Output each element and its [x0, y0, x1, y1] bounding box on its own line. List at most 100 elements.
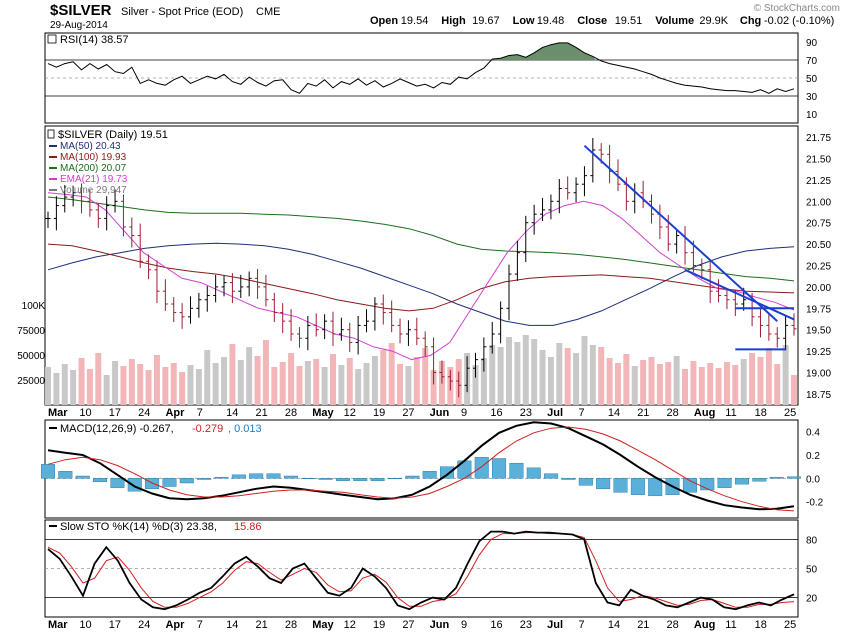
rsi-tick: 50 [806, 74, 818, 85]
price-tick-labels: 18.75 19.00 19.25 19.50 19.75 20.00 20.25 20.50… [806, 133, 831, 401]
macd-histogram [41, 457, 801, 497]
symbol-description: Silver - Spot Price (EOD) [121, 6, 243, 18]
trendline-annotations [583, 144, 795, 351]
volume-bar [430, 370, 437, 405]
macd-histogram-bar [214, 476, 229, 479]
macd-histogram-bar [700, 478, 715, 491]
volume-bar [589, 345, 596, 405]
volume-bar [698, 367, 705, 405]
symbol-title: $SILVER [50, 2, 112, 19]
trend-line [684, 268, 795, 321]
macd-line [47, 421, 795, 511]
sto-label-text: Slow STO %K(14) %D(3) 23.38, [60, 521, 217, 533]
volume-bar [153, 355, 160, 405]
ohlc-label: Chg [740, 15, 761, 27]
volume-bar [388, 343, 395, 405]
macd-histogram-bar [231, 474, 246, 479]
x-axis-label: 28 [285, 619, 297, 631]
macd-histogram-bar [630, 478, 645, 495]
volume-bar [774, 364, 781, 405]
x-axis-label: 11 [725, 619, 736, 631]
x-axis-label: 27 [402, 619, 414, 631]
volume-bar [338, 365, 345, 405]
volume-bar [682, 369, 689, 405]
legend-text: MA(200) 20.07 [60, 163, 127, 174]
macd-histogram-bar [526, 467, 541, 479]
macd-lines [47, 421, 795, 512]
macd-histogram-bar [41, 464, 55, 479]
volume-bar [371, 356, 378, 405]
x-axis-label: 10 [79, 619, 91, 631]
x-axis-label: 28 [667, 407, 679, 419]
volume-tick-labels: 25000 50000 75000 100K [17, 301, 45, 387]
macd-histogram-bar [179, 478, 194, 484]
macd-histogram-bar [58, 471, 73, 479]
sto-tick: 50 [806, 565, 818, 576]
macd-histogram-bar [734, 478, 749, 485]
sto-tick: 80 [806, 535, 818, 546]
macd-histogram-bar [93, 478, 108, 483]
x-axis-label: Aug [694, 619, 715, 631]
volume-bar [321, 367, 328, 405]
macd-histogram-bar [266, 473, 281, 479]
x-axis-label: 12 [344, 407, 356, 419]
macd-tick: 0.0 [806, 474, 820, 485]
rsi-panel: RSI(14) 38.57 10 30 50 70 90 [44, 32, 818, 124]
chart-date: 29-Aug-2014 [50, 20, 108, 31]
macd-panel-frame [44, 419, 799, 519]
legend-text: EMA(21) 19.73 [60, 174, 128, 185]
volume-tick: 75000 [17, 326, 45, 337]
x-axis-label: Aug [694, 407, 715, 419]
x-axis-label: Jun [430, 619, 450, 631]
price-tick: 19.00 [806, 368, 831, 379]
volume-tick: 25000 [17, 376, 45, 387]
ohlc-summary: Open 19.54 High 19.67 Low 19.48 Close 19.51 Volu… [370, 15, 834, 27]
volume-bar [598, 347, 605, 405]
ohlc-label: High [441, 15, 466, 27]
price-tick: 20.25 [806, 262, 831, 273]
volume-bar [497, 347, 504, 405]
volume-bar [614, 363, 621, 405]
volume-bar [288, 353, 295, 405]
volume-bar [640, 360, 647, 405]
rsi-tick-labels: 10 30 50 70 90 [806, 38, 818, 121]
price-tick: 21.25 [806, 176, 831, 187]
x-axis-label: 18 [755, 619, 767, 631]
volume-bar [187, 365, 194, 405]
rsi-grid [45, 59, 798, 97]
macd-panel: MACD(12,26,9) -0.267, -0.279 , 0.013 -0.2… [41, 419, 824, 519]
x-axis-label: 19 [373, 619, 385, 631]
volume-bar [86, 369, 93, 405]
macd-histogram-bar [197, 478, 212, 480]
volume-bar [355, 369, 362, 405]
rsi-tick: 70 [806, 56, 818, 67]
x-axis-label: 12 [344, 619, 356, 631]
rsi-tick: 30 [806, 92, 818, 103]
x-axis-label: 23 [520, 619, 532, 631]
rsi-label: RSI(14) 38.57 [47, 34, 128, 46]
x-axis-label: 9 [461, 619, 467, 631]
volume-bar [556, 343, 563, 405]
macd-histogram-bar [162, 478, 177, 487]
volume-bar [254, 356, 261, 405]
x-axis-label: 21 [637, 619, 649, 631]
volume-bar [749, 353, 756, 405]
volume-tick: 100K [22, 301, 46, 312]
x-axis-label: Jul [547, 407, 563, 419]
moving-average-lines [47, 192, 795, 361]
volume-bar [53, 373, 60, 405]
macd-tick: 0.2 [806, 451, 820, 462]
volume-bar [112, 361, 119, 405]
x-axis-label: 14 [608, 407, 620, 419]
volume-bar [547, 357, 554, 405]
volume-bar [128, 359, 135, 405]
price-tick: 20.00 [806, 283, 831, 294]
ohlc-value: -0.02 (-0.10%) [764, 15, 834, 27]
x-axis-label: 27 [402, 407, 414, 419]
volume-bar [179, 372, 186, 405]
volume-bar [45, 367, 51, 405]
macd-histogram-bar [578, 478, 593, 486]
volume-bar [221, 357, 228, 405]
watermark: © StockCharts.com [754, 3, 840, 14]
macd-histogram-bar [717, 478, 732, 488]
